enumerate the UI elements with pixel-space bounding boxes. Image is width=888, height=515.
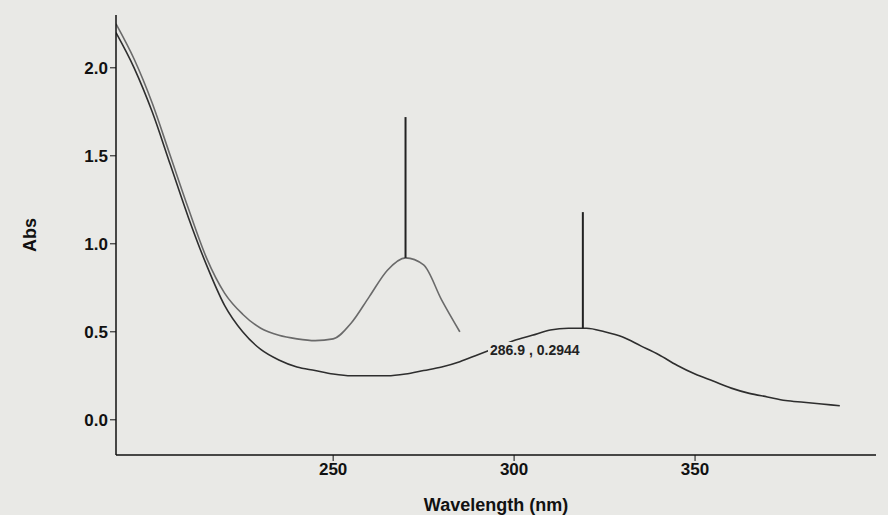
svg-text:2.0: 2.0 — [84, 59, 108, 78]
svg-text:1.5: 1.5 — [84, 147, 108, 166]
svg-text:0.0: 0.0 — [84, 411, 108, 430]
svg-text:350: 350 — [681, 460, 709, 479]
svg-text:300: 300 — [500, 460, 528, 479]
svg-text:Abs: Abs — [20, 218, 40, 252]
svg-text:1.0: 1.0 — [84, 235, 108, 254]
svg-text:0.5: 0.5 — [84, 323, 108, 342]
svg-text:250: 250 — [319, 460, 347, 479]
html-text:286.9 , 0.2944: 286.9 , 0.2944 — [490, 342, 580, 358]
svg-text:Wavelength (nm): Wavelength (nm) — [424, 495, 568, 515]
